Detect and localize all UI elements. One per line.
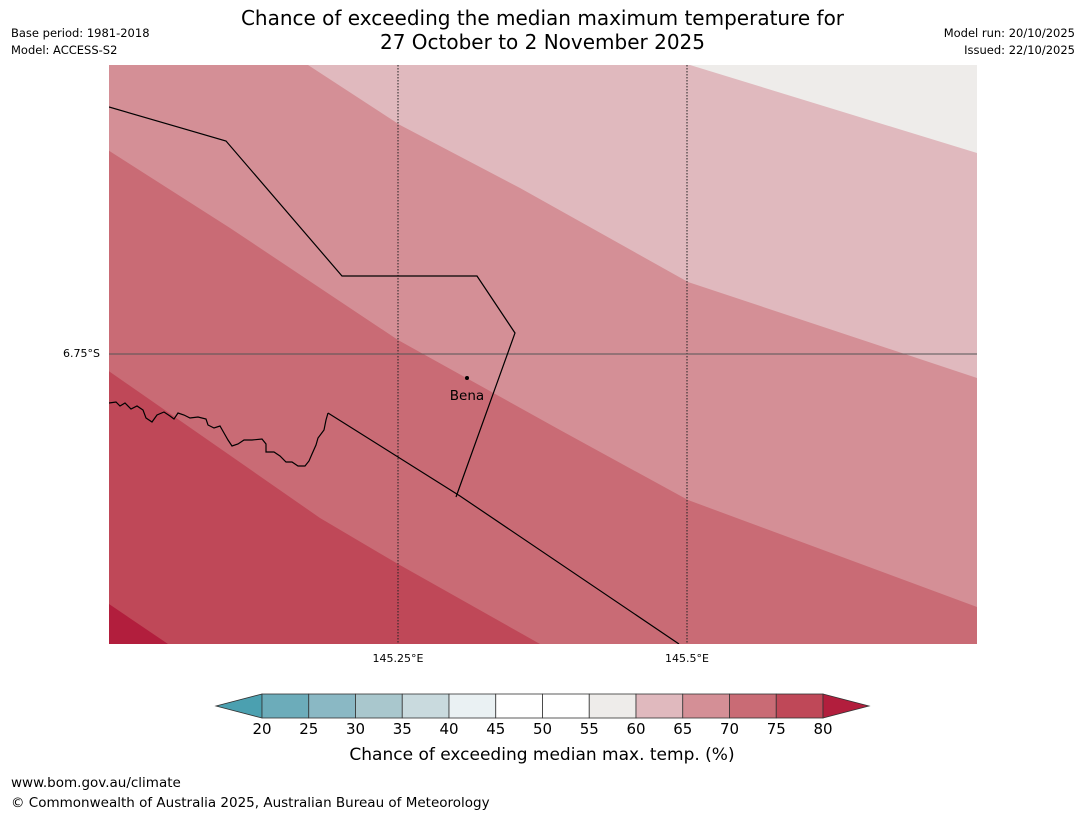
colorbar-over-arrow	[822, 693, 871, 719]
footer-url[interactable]: www.bom.gov.au/climate	[11, 775, 181, 791]
colorbar-tick-label: 60	[626, 720, 646, 738]
longitude-label-1: 145.25°E	[372, 652, 424, 665]
title-line-1: Chance of exceeding the median maximum t…	[240, 6, 845, 30]
model-run: Model run: 20/10/2025	[943, 26, 1075, 40]
colorbar-bin-25-30	[308, 693, 356, 719]
colorbar-bin-40-45	[448, 693, 497, 719]
colorbar-tick-label: 40	[439, 720, 459, 738]
model-name: Model: ACCESS-S2	[11, 43, 118, 57]
latitude-label: 6.75°S	[63, 347, 100, 360]
town-label: Bena	[449, 388, 485, 404]
colorbar-tick-label: 55	[579, 720, 599, 738]
longitude-label-2: 145.5°E	[665, 652, 709, 665]
colorbar-bin-60-65	[635, 693, 684, 719]
zone-80-plus	[109, 604, 168, 644]
footer: www.bom.gov.au/climate © Commonwealth of…	[11, 773, 490, 813]
colorbar-title: Chance of exceeding median max. temp. (%…	[349, 745, 735, 765]
colorbar-tick-label: 30	[345, 720, 366, 738]
zone-70-75	[109, 150, 977, 644]
colorbar-bin-20-25	[261, 693, 310, 719]
header-meta-left: Base period: 1981-2018 Model: ACCESS-S2	[11, 25, 150, 59]
issued-date: Issued: 22/10/2025	[964, 43, 1075, 57]
footer-copyright: © Commonwealth of Australia 2025, Austra…	[11, 795, 490, 811]
colorbar-bin-70-75	[729, 693, 777, 719]
colorbar-bin-65-70	[682, 693, 730, 719]
title-line-2: 27 October to 2 November 2025	[379, 30, 706, 54]
colorbar-tick-label: 65	[673, 720, 693, 738]
colorbar-tick-label: 20	[252, 720, 272, 738]
colorbar-tick-label: 50	[532, 720, 553, 738]
colorbar-tick-label: 35	[392, 720, 412, 738]
colorbar-bin-75-80	[775, 693, 824, 719]
header-meta-right: Model run: 20/10/2025 Issued: 22/10/2025	[944, 25, 1075, 59]
colorbar-bin-45-50	[495, 693, 543, 719]
colorbar-tick-label: 45	[486, 720, 506, 738]
colorbar	[214, 693, 871, 719]
colorbar-bin-55-60	[588, 693, 637, 719]
river-line	[109, 401, 329, 467]
town-dot-icon	[465, 376, 469, 380]
colorbar-bin-50-55	[542, 693, 590, 719]
map-area	[109, 65, 977, 644]
province-boundary	[109, 106, 516, 498]
colorbar-tick-label: 80	[813, 720, 833, 738]
base-period: Base period: 1981-2018	[11, 26, 150, 40]
colorbar-under-arrow	[214, 693, 263, 719]
colorbar-tick-label: 70	[719, 720, 740, 738]
colorbar-tick-label: 25	[299, 720, 319, 738]
province-boundary-south	[327, 412, 680, 644]
colorbar-bin-35-40	[401, 693, 450, 719]
colorbar-bins	[261, 693, 824, 719]
colorbar-bin-30-35	[355, 693, 403, 719]
page-title: Chance of exceeding the median maximum t…	[0, 6, 1085, 54]
colorbar-tick-label: 75	[766, 720, 786, 738]
zone-75-80	[109, 371, 540, 644]
